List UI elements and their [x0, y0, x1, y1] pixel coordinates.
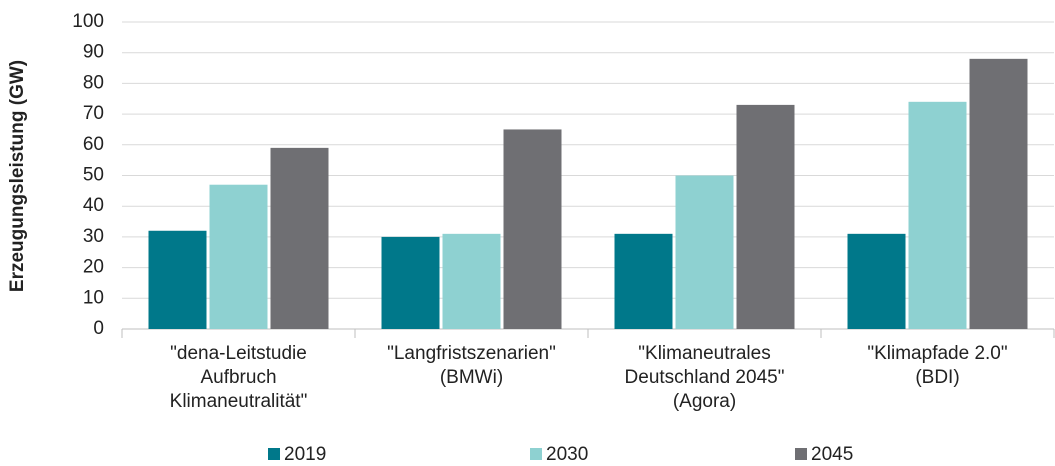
- y-tick-label: 0: [93, 318, 104, 339]
- bar: [381, 236, 440, 329]
- y-tick-label: 60: [83, 134, 104, 155]
- x-tick-label: "Klimapfade 2.0" (BDI): [867, 343, 1008, 388]
- bar: [969, 58, 1028, 330]
- bar: [503, 129, 562, 329]
- y-tick-label: 80: [83, 72, 104, 93]
- y-tick-label: 100: [72, 11, 104, 32]
- x-tick-label: "Langfristszenarien" (BMWi): [387, 343, 556, 388]
- bar: [675, 175, 734, 329]
- legend-swatch: [530, 448, 542, 460]
- y-tick-label: 40: [83, 195, 104, 216]
- bar: [847, 233, 906, 329]
- x-tick-label: "dena-Leitstudie Aufbruch Klimaneutralit…: [169, 343, 308, 412]
- y-axis-label: Erzeugungsleistung (GW): [7, 60, 28, 292]
- bar: [908, 101, 967, 329]
- bar: [736, 104, 795, 329]
- legend-label: 2045: [811, 444, 853, 465]
- bar: [442, 233, 501, 329]
- legend-label: 2030: [546, 444, 588, 465]
- legend-label: 2019: [284, 444, 326, 465]
- legend-swatch: [268, 448, 280, 460]
- legend-swatch: [795, 448, 807, 460]
- x-tick-label: "Klimaneutrales Deutschland 2045" (Agora…: [624, 343, 785, 412]
- y-tick-label: 10: [83, 287, 104, 308]
- y-tick-label: 90: [83, 42, 104, 63]
- bar: [148, 230, 207, 329]
- y-tick-label: 30: [83, 226, 104, 247]
- y-tick-label: 70: [83, 103, 104, 124]
- bar: [614, 233, 673, 329]
- y-tick-label: 50: [83, 165, 104, 186]
- y-tick-label: 20: [83, 257, 104, 278]
- bar: [270, 147, 329, 329]
- bar: [209, 184, 268, 329]
